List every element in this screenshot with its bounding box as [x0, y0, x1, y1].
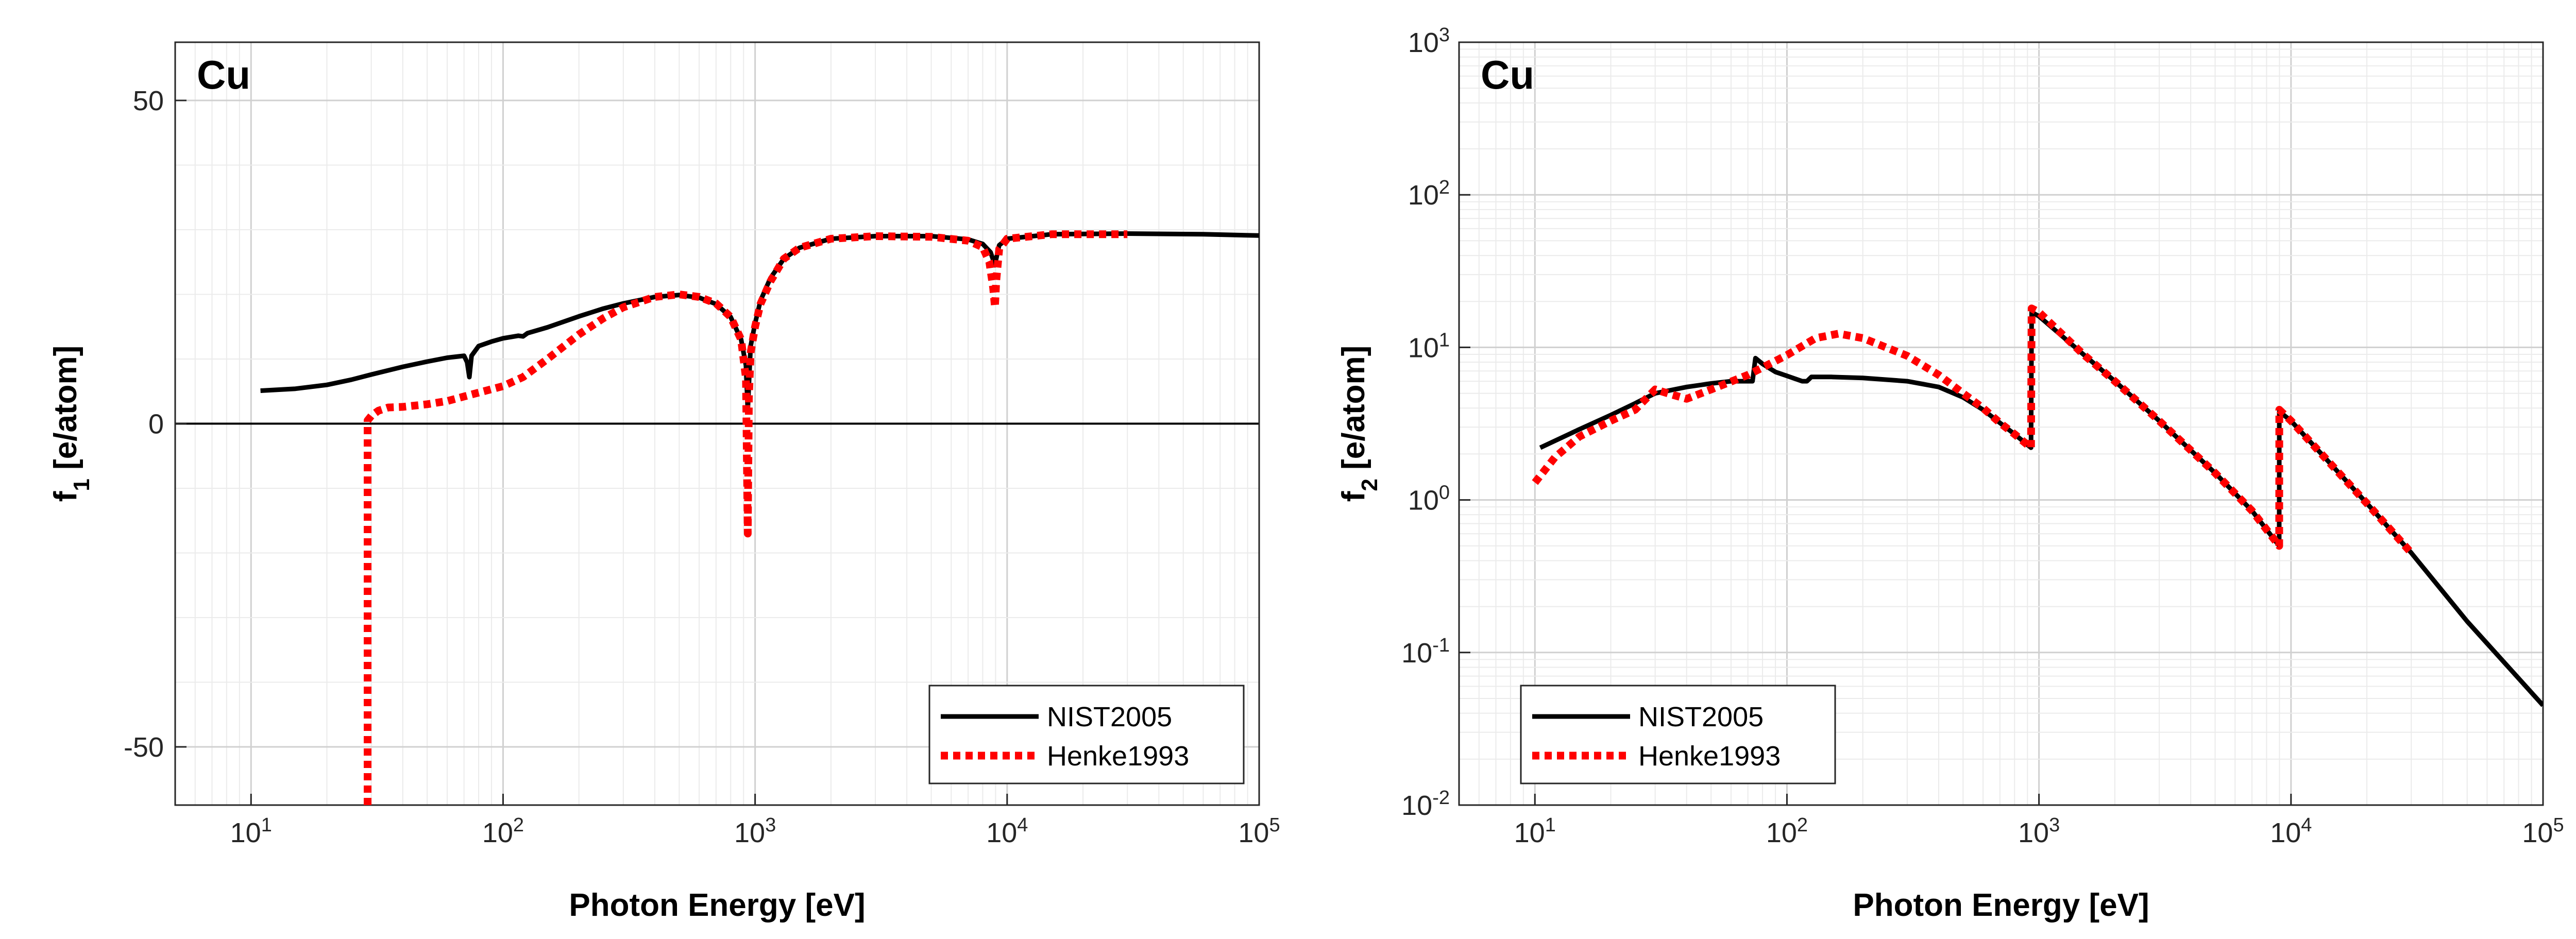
y-tick-label: 102: [1408, 177, 1450, 211]
legend: NIST2005 Henke1993: [1520, 685, 1836, 784]
y-axis-title-subscript: 2: [1357, 479, 1382, 491]
x-tick-label-base: 10: [1766, 817, 1797, 848]
y-tick-label-base: 10: [1408, 180, 1439, 211]
y-axis-title-subscript: 1: [69, 479, 94, 491]
x-tick-label-base: 10: [734, 817, 765, 848]
legend: NIST2005 Henke1993: [928, 685, 1245, 784]
y-tick-label: 10-2: [1401, 787, 1450, 821]
y-axis-title-unit: [e/atom]: [48, 346, 83, 479]
legend-label-henke1993: Henke1993: [1047, 741, 1189, 772]
plot-area: [1532, 304, 2543, 707]
plot-area: [260, 230, 1259, 805]
panel-title: Cu: [197, 52, 250, 97]
x-tick-label: 105: [2522, 814, 2564, 848]
x-tick-label: 104: [2270, 814, 2312, 848]
chart-panel-f2: 101 102 103 104 10510310210110010-110-2CuPho…: [1336, 24, 2564, 923]
x-tick-label-exponent: 1: [261, 814, 272, 836]
y-axis-title: f1 [e/atom]: [48, 346, 94, 502]
x-tick-label-exponent: 4: [1017, 814, 1028, 836]
x-tick-label: 103: [734, 814, 776, 848]
y-axis-title-unit: [e/atom]: [1336, 346, 1371, 479]
y-tick-label-exponent: 1: [1439, 329, 1450, 351]
x-tick-label-exponent: 2: [1797, 814, 1808, 836]
y-tick-label-exponent: -1: [1432, 635, 1450, 656]
y-axis-title-symbol: f: [48, 491, 83, 502]
x-tick-label-base: 10: [2270, 817, 2301, 848]
y-tick-label-base: 10: [1401, 638, 1432, 669]
x-tick-label-base: 10: [1238, 817, 1269, 848]
x-tick-label-exponent: 3: [2049, 814, 2060, 836]
x-tick-label-exponent: 1: [1545, 814, 1556, 836]
x-axis-title: Photon Energy [eV]: [569, 887, 865, 923]
legend-box: [1520, 685, 1836, 784]
y-axis-title-symbol: f: [1336, 491, 1371, 502]
legend-box: [928, 685, 1245, 784]
x-tick-label-base: 10: [230, 817, 261, 848]
x-tick-label: 105: [1238, 814, 1280, 848]
y-tick-label-base: 10: [1401, 790, 1432, 821]
y-tick-label-exponent: -2: [1432, 787, 1450, 809]
x-axis-title: Photon Energy [eV]: [1853, 887, 2149, 923]
y-tick-label-base: 10: [1408, 485, 1439, 516]
x-tick-label-exponent: 5: [1269, 814, 1280, 836]
y-tick-label-exponent: 0: [1439, 482, 1450, 504]
x-tick-label-exponent: 2: [513, 814, 524, 836]
x-tick-label: 101: [1514, 814, 1556, 848]
y-tick-label: 100: [1408, 482, 1450, 516]
x-tick-label: 104: [986, 814, 1028, 848]
y-axis-title: f2 [e/atom]: [1336, 346, 1382, 502]
x-tick-label-exponent: 5: [2553, 814, 2564, 836]
axes-box: [1458, 41, 2544, 806]
y-tick-label: 101: [1408, 329, 1450, 363]
x-tick-label-base: 10: [482, 817, 513, 848]
panel-title: Cu: [1481, 52, 1534, 97]
x-tick-label-exponent: 3: [765, 814, 776, 836]
x-tick-label-base: 10: [2522, 817, 2553, 848]
legend-label-henke1993: Henke1993: [1638, 741, 1781, 772]
x-tick-label: 101: [230, 814, 272, 848]
y-tick-label: 10-1: [1401, 635, 1450, 669]
y-tick-label-exponent: 3: [1439, 24, 1450, 46]
series-line-henke1993: [1532, 304, 2414, 556]
y-tick-label: 0: [148, 409, 164, 440]
legend-label-nist2005: NIST2005: [1638, 702, 1764, 732]
y-tick-label: 50: [133, 86, 164, 116]
legend-label-nist2005: NIST2005: [1047, 702, 1172, 732]
y-tick-label: -50: [124, 732, 164, 763]
x-tick-label: 103: [2018, 814, 2060, 848]
x-tick-label: 102: [1766, 814, 1808, 848]
y-tick-label-base: 10: [1408, 27, 1439, 58]
series-line-henke1993: [364, 230, 1128, 805]
x-tick-label-base: 10: [2018, 817, 2049, 848]
x-tick-label-exponent: 4: [2301, 814, 2312, 836]
y-tick-label-exponent: 2: [1439, 177, 1450, 198]
y-tick-label: 103: [1408, 24, 1450, 58]
x-tick-label-base: 10: [986, 817, 1017, 848]
x-tick-label-base: 10: [1514, 817, 1545, 848]
x-tick-label: 102: [482, 814, 524, 848]
y-tick-label-base: 10: [1408, 332, 1439, 363]
